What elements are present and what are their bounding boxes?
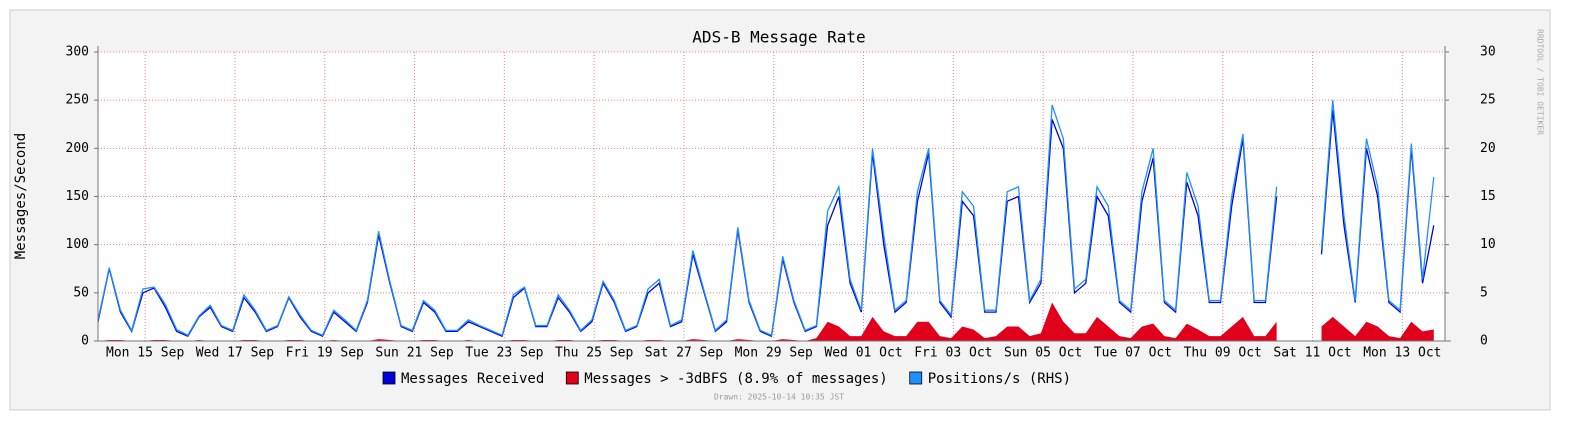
- x-tick-label: Fri 19 Sep: [286, 346, 364, 361]
- y2-tick-label: 30: [1480, 45, 1496, 60]
- legend-swatch: [382, 371, 396, 385]
- series-area: [98, 302, 1277, 341]
- y2-tick-label: 5: [1480, 285, 1488, 300]
- x-tick-label: Sun 21 Sep: [375, 346, 453, 361]
- x-tick-label: Tue 07 Oct: [1094, 346, 1172, 361]
- y-tick-label: 100: [66, 237, 89, 252]
- y2-tick-label: 25: [1480, 93, 1496, 108]
- y2-tick-label: 20: [1480, 141, 1496, 156]
- x-tick-label: Wed 17 Sep: [196, 346, 274, 361]
- y-tick-label: 50: [73, 285, 89, 300]
- side-label: RRDTOOL / TOBI OETIKER: [1536, 29, 1545, 135]
- legend-label: Messages > -3dBFS (8.9% of messages): [584, 371, 887, 387]
- y-axis-label: Messages/Second: [13, 133, 29, 259]
- series-line: [97, 104, 1278, 337]
- y2-tick-label: 10: [1480, 237, 1496, 252]
- chart-title: ADS-B Message Rate: [692, 28, 865, 47]
- x-tick-label: Thu 09 Oct: [1184, 346, 1262, 361]
- legend-swatch: [909, 371, 923, 385]
- x-tick-label: Mon 13 Oct: [1363, 346, 1441, 361]
- y-tick-label: 150: [66, 189, 89, 204]
- x-tick-label: Wed 01 Oct: [824, 346, 902, 361]
- x-tick-label: Mon 29 Sep: [735, 346, 813, 361]
- y2-tick-label: 15: [1480, 189, 1496, 204]
- y-tick-label: 0: [81, 334, 89, 349]
- legend-swatch: [565, 371, 579, 385]
- y-tick-label: 200: [66, 141, 89, 156]
- y2-tick-label: 0: [1480, 334, 1488, 349]
- y-tick-label: 250: [66, 93, 89, 108]
- footer: Drawn: 2025-10-14 10:35 JST: [714, 393, 844, 402]
- legend-label: Messages Received: [401, 371, 544, 387]
- x-tick-label: Fri 03 Oct: [914, 346, 992, 361]
- plot-area: [98, 52, 1445, 341]
- series-area: [1321, 316, 1434, 341]
- x-tick-label: Tue 23 Sep: [465, 346, 543, 361]
- x-tick-label: Thu 25 Sep: [555, 346, 633, 361]
- x-tick-label: Sat 27 Sep: [645, 346, 723, 361]
- x-tick-label: Sun 05 Oct: [1004, 346, 1082, 361]
- y-tick-label: 300: [66, 45, 89, 60]
- x-tick-label: Mon 15 Sep: [106, 346, 184, 361]
- series-line: [1320, 100, 1435, 312]
- legend-label: Positions/s (RHS): [928, 371, 1071, 387]
- x-tick-label: Sat 11 Oct: [1273, 346, 1351, 361]
